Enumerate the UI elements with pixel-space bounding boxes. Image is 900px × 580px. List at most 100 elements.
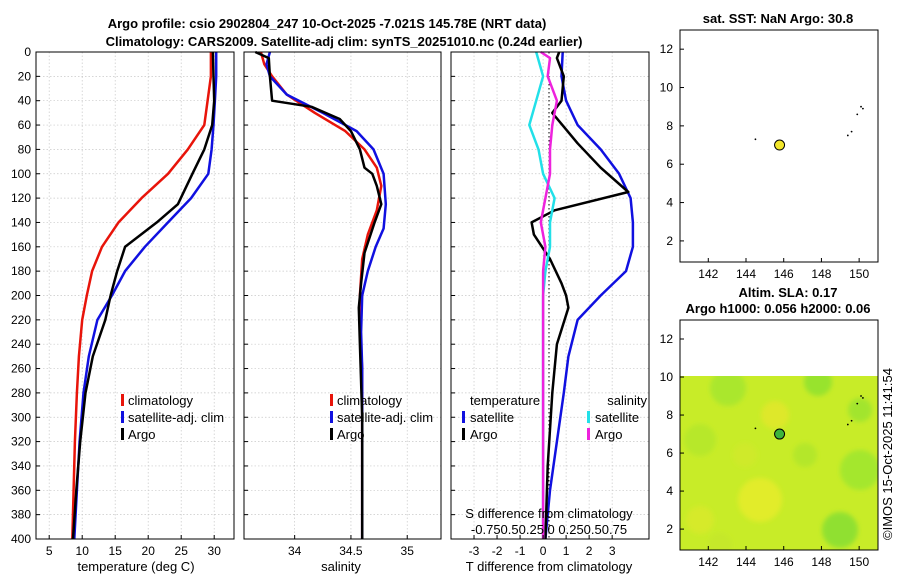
legend-label-temperature-satellite: satellite: [470, 410, 514, 425]
xtick-label-10: 10: [76, 544, 90, 558]
difference-legend: temperature satellite Argo salinity satellit…: [462, 393, 647, 442]
sst-map: 142 144 146 148 150 2 4 6 8 10 12: [660, 29, 879, 281]
ytick-label-0: 0: [24, 45, 31, 59]
map-xtick-label-146: 146: [774, 267, 794, 281]
legend-label-climatology: climatology: [337, 393, 403, 408]
map-ytick-label-2: 2: [666, 234, 673, 248]
ytick-label-60: 60: [18, 118, 32, 132]
map-ytick-label-10: 10: [660, 370, 674, 384]
ytick-label-20: 20: [18, 69, 32, 83]
map-ytick-label-12: 12: [660, 332, 674, 346]
legend-swatch-climatology: [330, 394, 333, 406]
legend-swatch-argo: [330, 428, 333, 440]
sla-map-points: [754, 395, 864, 440]
salinity-grid: [244, 51, 441, 540]
map-xtick-label-142: 142: [698, 555, 718, 569]
legend-swatch-temperature-satellite: [462, 411, 465, 423]
sla-field-patch-9: [733, 443, 757, 467]
xtick-label-35: 35: [401, 544, 415, 558]
sla-field-patch-3: [684, 424, 716, 456]
legend-swatch-satellite: [121, 411, 124, 423]
s-difference-title: S difference from climatology: [465, 506, 633, 521]
sla-field-patch-0: [710, 376, 746, 406]
ytick-label-200: 200: [11, 289, 31, 303]
series-line-argo: [71, 51, 216, 540]
ytick-label-380: 380: [11, 508, 31, 522]
temperature-xlabel: temperature (deg C): [77, 559, 194, 574]
ytick-label-80: 80: [18, 142, 32, 156]
legend-swatch-salinity-satellite: [587, 411, 590, 423]
difference-series: [528, 50, 635, 540]
map-ytick-label-12: 12: [660, 42, 674, 56]
argo-position-marker: [774, 139, 786, 151]
map-point-2: [850, 419, 853, 422]
map-xtick-label-148: 148: [811, 267, 831, 281]
temperature-series: [71, 51, 218, 540]
difference-grid: [451, 51, 649, 540]
map-xtick-label-148: 148: [811, 555, 831, 569]
temperature-legend: climatology satellite-adj. clim Argo: [121, 393, 224, 442]
map-ytick-label-6: 6: [666, 157, 673, 171]
xtick-label-15: 15: [109, 544, 123, 558]
map-ytick-label-4: 4: [666, 484, 673, 498]
legend-swatch-salinity-argo: [587, 428, 590, 440]
map-point-3: [856, 402, 859, 405]
series-line-temperature-argo: [530, 51, 630, 540]
map-xtick-label-150: 150: [849, 555, 869, 569]
sla-field-patch-2: [840, 450, 878, 490]
map2-title-a: Altim. SLA: 0.17: [739, 285, 838, 300]
difference-panel: -3 -2 -1 0 1 2 3 S difference from climatology…: [450, 50, 650, 574]
ytick-label-140: 140: [11, 215, 31, 229]
map1-title: sat. SST: NaN Argo: 30.8: [703, 11, 854, 26]
temperature-ticks: 0 20 40 60 80 100 120 140 160 180 200 220 240 260 280 3…: [11, 45, 221, 558]
sst-map-points: [754, 105, 864, 151]
sla-field-patch-1: [804, 376, 832, 396]
sla-field-patch-4: [738, 478, 782, 522]
map-ytick-label-6: 6: [666, 446, 673, 460]
map-point-0: [754, 138, 757, 141]
t-difference-xlabel: T difference from climatology: [466, 559, 633, 574]
xtick-label-20: 20: [142, 544, 156, 558]
map-ytick-label-2: 2: [666, 522, 673, 536]
sla-map-frame: [679, 319, 879, 551]
map-point-3: [856, 113, 859, 116]
sla-field-patch-5: [761, 401, 789, 429]
legend-swatch-climatology: [121, 394, 124, 406]
map-xtick-label-150: 150: [849, 267, 869, 281]
ytick-label-340: 340: [11, 459, 31, 473]
map-xtick-label-142: 142: [698, 267, 718, 281]
sla-field-patch-8: [793, 443, 817, 467]
xtick-label--1: -1: [515, 544, 526, 558]
salinity-ticks: 34 34.5 35: [244, 51, 415, 558]
legend-label-salinity-satellite: satellite: [595, 410, 639, 425]
figure-title-line1: Argo profile: csio 2902804_247 10-Oct-20…: [108, 16, 547, 31]
sla-field-patch-10: [848, 398, 872, 422]
map-xtick-label-144: 144: [736, 267, 756, 281]
ytick-label-180: 180: [11, 264, 31, 278]
map-point-2: [850, 130, 853, 133]
ytick-label-280: 280: [11, 386, 31, 400]
xtick-label-25: 25: [175, 544, 189, 558]
salinity-xlabel: salinity: [321, 559, 361, 574]
sla-field: [680, 376, 878, 550]
xtick-label-1: 1: [563, 544, 570, 558]
ytick-label-40: 40: [18, 94, 32, 108]
sst-map-ticks: 142 144 146 148 150 2 4 6 8 10 12: [660, 42, 870, 281]
series-line-climatology: [71, 52, 213, 540]
series-line-satellite-adj-clim: [265, 51, 388, 539]
salinity-series: [254, 50, 388, 539]
xtick-label-34: 34: [288, 544, 302, 558]
legend-label-temperature-argo: Argo: [470, 427, 497, 442]
sla-map-ticks: 142 144 146 148 150 2 4 6 8 10 12: [660, 332, 870, 569]
figure-title-line2: Climatology: CARS2009. Satellite-adj cli…: [106, 34, 583, 49]
legend-label-argo: Argo: [337, 427, 364, 442]
map-point-4: [860, 395, 862, 397]
map-point-1: [846, 134, 849, 137]
salinity-legend: climatology satellite-adj. clim Argo: [330, 393, 433, 442]
sla-field-patch-6: [822, 512, 858, 548]
legend-swatch-argo: [121, 428, 124, 440]
legend-label-argo: Argo: [128, 427, 155, 442]
temperature-panel: 0 20 40 60 80 100 120 140 160 180 200 220 240 260 280 3…: [11, 45, 235, 574]
legend-label-satellite: satellite-adj. clim: [128, 410, 224, 425]
ytick-label-320: 320: [11, 435, 31, 449]
